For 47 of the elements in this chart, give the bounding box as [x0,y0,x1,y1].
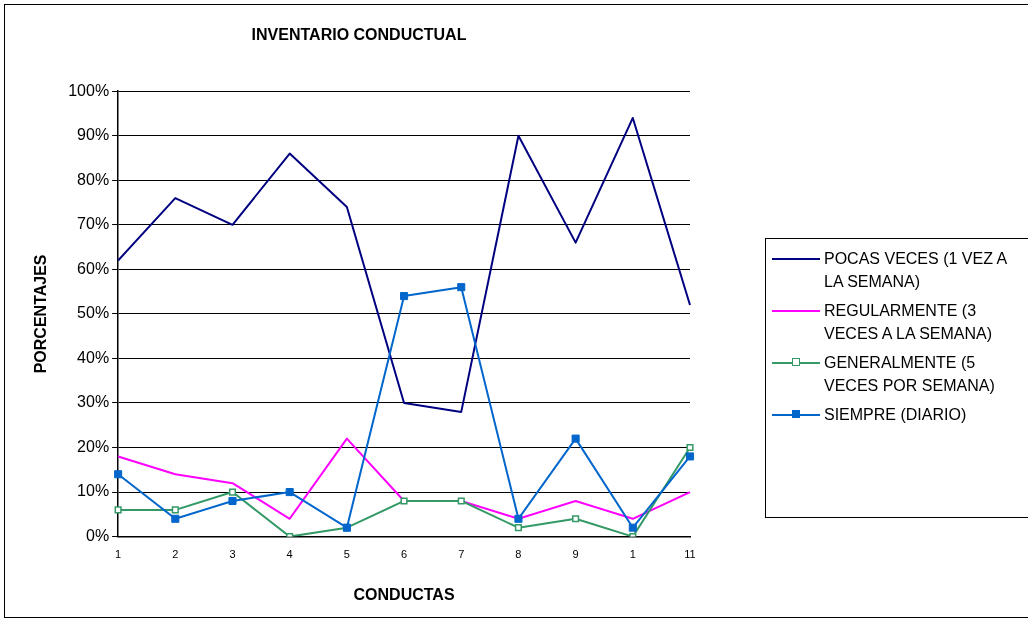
y-tick-label: 40% [77,348,110,366]
point [514,514,523,523]
y-tick-label: 70% [77,215,110,233]
x-tick-label: 3 [229,548,236,561]
x-axis-title: CONDUCTAS [353,585,455,603]
point [114,506,122,514]
point [400,497,408,505]
y-tick-label: 100% [68,81,110,99]
x-tick-label: 2 [172,548,179,561]
chart-title: INVENTARIO CONDUCTUAL [251,26,467,44]
y-tick-label: 90% [77,126,110,144]
point [572,515,580,523]
x-tick-label: 6 [401,548,408,561]
x-tick-label: 9 [572,548,579,561]
point [628,523,637,532]
x-tick-label: 5 [343,548,350,561]
point [228,496,237,505]
x-tick-label: 8 [515,548,522,561]
y-tick-label: 50% [77,304,110,322]
point [457,497,465,505]
x-tick-label: 1 [629,548,636,561]
y-tick-label: 20% [77,437,110,455]
y-tick-label: 30% [77,393,110,411]
y-tick-label: 0% [86,527,110,545]
y-tick-label: 80% [77,170,110,188]
x-tick-label: 7 [458,548,465,561]
y-tick-label: 60% [77,259,110,277]
point [457,283,466,292]
legend-label: POCAS VECES (1 VEZ A LA SEMANA) [824,249,1008,292]
legend-label: GENERALMENTE (5 VECES POR SEMANA) [824,353,996,396]
point [285,488,294,497]
x-tick-label: 11 [684,548,696,561]
point [228,488,237,496]
y-axis-title: PORCENTAJES [32,254,50,374]
x-tick-label: 4 [286,548,293,561]
point [171,514,180,523]
point [686,443,694,452]
point [400,292,409,301]
legend-label: REGULARMENTE (3 VECES A LA SEMANA) [824,301,994,344]
point [114,470,123,479]
point [514,524,523,532]
point [171,506,179,514]
legend-label: SIEMPRE (DIARIO) [824,405,968,425]
point [685,452,695,461]
x-tick-label: 1 [115,548,122,561]
point [571,434,580,443]
y-tick-label: 10% [77,482,110,500]
